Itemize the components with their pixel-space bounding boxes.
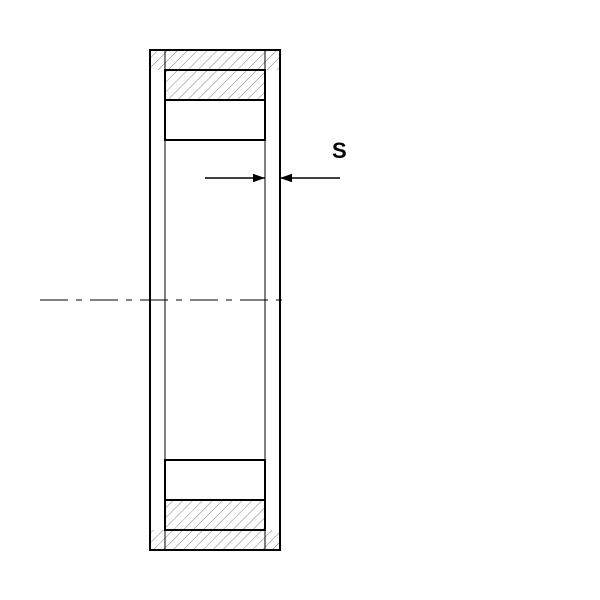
dim-arrow-left bbox=[253, 174, 265, 182]
top-ring-section bbox=[165, 70, 265, 100]
dimension-label-s: S bbox=[332, 138, 347, 163]
roller-bottom bbox=[165, 460, 265, 500]
bottom-gap-hatch bbox=[150, 530, 280, 550]
bearing-cross-section: S bbox=[0, 0, 600, 600]
roller-top bbox=[165, 100, 265, 140]
top-gap-hatch bbox=[150, 50, 280, 70]
bottom-ring-section bbox=[165, 500, 265, 530]
dim-arrow-right bbox=[280, 174, 292, 182]
